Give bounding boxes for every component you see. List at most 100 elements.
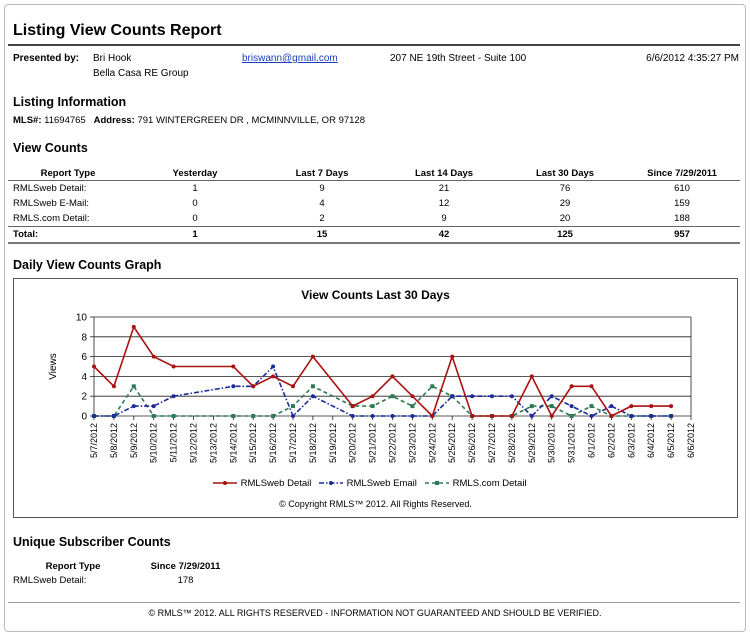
footer-disclaimer: © RMLS™ 2012. ALL RIGHTS RESERVED - INFO… [148,608,602,618]
data-point [231,414,236,418]
x-tick-label: 5/31/2012 [567,423,577,463]
legend-swatch-icon [213,481,237,486]
data-point [291,414,295,418]
data-point [370,414,375,418]
table-cell: 188 [674,213,690,224]
data-point [390,394,395,399]
table-cell: 2 [319,213,325,224]
listing-info-line: MLS#: 11694765 Address: 791 WINTERGREEN … [13,115,365,126]
data-point [92,364,96,369]
data-point [529,374,534,379]
agent-company: Bella Casa RE Group [93,68,189,79]
x-tick-label: 5/8/2012 [109,423,119,458]
data-point [649,404,654,409]
title-divider [8,44,740,46]
table-cell: 4 [319,198,325,209]
mls-value: 11694765 [44,115,86,126]
data-point [629,404,634,409]
data-point [669,404,674,409]
x-tick-label: 5/21/2012 [368,423,378,463]
data-point [291,404,295,409]
view-counts-table: Report Type Yesterday Last 7 Days Last 1… [8,166,740,244]
total-row: Total: 1 15 42 125 957 [8,226,740,244]
data-point [589,384,594,389]
data-point [470,394,475,399]
y-tick-label: 10 [76,313,88,324]
data-point [151,414,156,418]
unique-subscriber-table: Report Type Since 7/29/2011 RMLSweb Deta… [8,559,233,588]
data-point [450,354,455,359]
y-tick-label: 8 [81,332,87,343]
x-tick-label: 6/6/2012 [686,423,696,458]
x-tick-label: 5/25/2012 [447,423,457,463]
data-point [231,384,236,389]
x-tick-label: 5/12/2012 [189,423,199,463]
table-row: RMLS.com Detail: 0 2 9 20 188 [8,211,740,227]
data-point [131,404,136,409]
x-tick-label: 5/11/2012 [169,423,179,462]
agent-email-link[interactable]: briswann@gmail.com [242,53,338,64]
data-point [390,374,395,379]
y-tick-label: 6 [81,352,87,363]
x-tick-label: 5/20/2012 [348,423,358,463]
table-cell: 159 [674,198,690,209]
x-tick-label: 5/13/2012 [208,423,218,463]
unique-subscriber-heading: Unique Subscriber Counts [13,535,171,549]
data-point [310,354,315,359]
table-cell: 178 [177,575,194,586]
x-tick-label: 5/30/2012 [547,423,557,463]
y-tick-label: 0 [81,412,87,423]
data-point [589,404,594,409]
legend-item-rmls-com-detail: RMLS.com Detail [424,478,527,489]
data-point [649,414,654,418]
report-datetime: 6/6/2012 4:35:27 PM [646,53,739,64]
data-point [509,414,514,418]
y-tick-label: 4 [81,372,87,383]
x-tick-label: 5/14/2012 [228,423,238,463]
data-point [569,384,574,389]
y-axis-label: Views [48,353,59,380]
column-header: Since 7/29/2011 [150,560,221,572]
x-tick-label: 5/24/2012 [427,423,437,463]
x-tick-label: 5/22/2012 [388,423,398,463]
data-point [251,384,256,389]
data-point [310,394,315,399]
table-row: RMLSweb E-Mail: 0 4 12 29 159 [8,196,740,211]
report-frame [4,4,746,632]
x-tick-label: 5/29/2012 [527,423,537,463]
legend-item-rmlsweb-email: RMLSweb Email [318,478,417,489]
data-point [271,414,276,418]
x-tick-label: 5/16/2012 [268,423,278,463]
data-point [231,364,236,369]
table-cell: 125 [506,226,624,244]
table-cell: 1 [192,183,198,194]
data-point [490,414,494,418]
x-tick-label: 6/4/2012 [646,423,656,458]
mls-label: MLS#: [13,115,42,126]
data-point [251,414,256,418]
table-header-row: Report Type Yesterday Last 7 Days Last 1… [8,166,740,181]
address-value: 791 WINTERGREEN DR , MCMINNVILLE, OR 971… [137,115,365,126]
table-cell: 21 [438,183,450,194]
row-label: RMLSweb E-Mail: [13,198,90,209]
data-point [370,394,375,399]
table-cell: 0 [192,213,198,224]
data-point [669,414,674,418]
data-point [171,364,176,369]
data-point [390,414,395,418]
legend-label: RMLSweb Detail [240,478,312,489]
table-cell: 957 [624,226,740,244]
data-point [151,404,156,409]
row-label: RMLSweb Detail: [13,183,87,194]
legend-swatch-icon [425,481,449,486]
x-tick-label: 5/18/2012 [308,423,318,463]
legend-item-rmlsweb-detail: RMLSweb Detail [212,478,311,489]
table-cell: 1 [128,226,262,244]
data-point [450,394,455,399]
data-point [111,414,116,418]
data-point [131,324,136,329]
data-point [131,384,136,389]
column-header: Report Type [45,560,101,572]
data-point [569,404,574,409]
line-chart: 0 2 4 6 8 10 Views 5/7/2012 5/8/2012 5/9/2012 5/10… [48,313,696,464]
